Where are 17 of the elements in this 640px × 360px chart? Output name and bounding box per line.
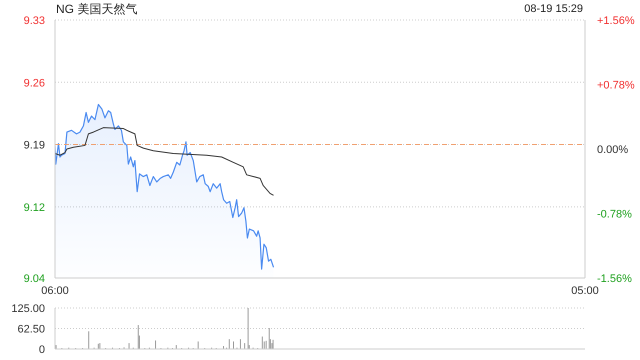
y-tick-label: 0 xyxy=(38,344,45,356)
y2-tick-label: 0.00% xyxy=(597,144,628,156)
y2-tick-label: -1.56% xyxy=(597,273,632,285)
chart-title: NG 美国天然气 xyxy=(56,1,138,18)
y2-tick-label: -0.78% xyxy=(597,208,632,220)
y-tick-label: 62.50 xyxy=(17,324,45,336)
text: 08-19 15:29 xyxy=(524,3,583,15)
y2-tick-label: +1.56% xyxy=(597,15,635,27)
y-tick-label: 9.04 xyxy=(24,273,45,285)
x-tick-label: 06:00 xyxy=(41,284,69,297)
y-tick-label: 125.00 xyxy=(11,303,45,315)
y-tick-label: 9.19 xyxy=(24,140,45,152)
y-tick-label: 9.33 xyxy=(24,15,45,27)
x-tick-label: 05:00 xyxy=(571,284,599,297)
y-tick-label: 9.26 xyxy=(24,77,45,90)
y-tick-label: 9.12 xyxy=(24,202,45,214)
y2-tick-label: +0.78% xyxy=(597,80,635,92)
